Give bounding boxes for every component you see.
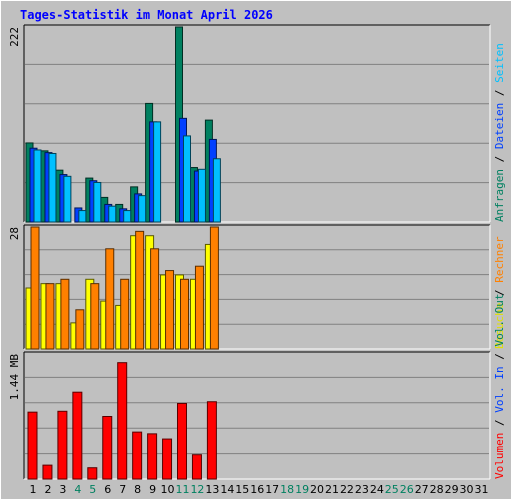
x-tick-day-26: 26 xyxy=(400,483,414,496)
bar-volumen-day-11 xyxy=(177,402,187,480)
y-max-label-volume: 1.44 MB xyxy=(8,354,21,401)
chart-title: Tages-Statistik im Monat April 2026 xyxy=(20,8,273,22)
x-tick-day-23: 23 xyxy=(355,483,369,496)
x-tick-day-6: 6 xyxy=(104,483,111,496)
legend-entry: Vol. In xyxy=(493,366,506,412)
legend-entry: / xyxy=(493,283,506,303)
x-tick-day-19: 19 xyxy=(295,483,309,496)
x-tick-day-5: 5 xyxy=(89,483,96,496)
legend-entry: Seiten xyxy=(493,43,506,83)
y-max-label-requests: 222 xyxy=(8,27,21,47)
legend-volume: Volumen / Vol. In / Vol. Out xyxy=(493,294,506,479)
x-tick-day-18: 18 xyxy=(280,483,294,496)
bar-rechner-day-4 xyxy=(75,309,85,350)
panels: 222 Anfragen / Dateien / Seiten 28 Besuche … xyxy=(8,24,506,480)
bar-seiten-day-12 xyxy=(197,168,206,223)
x-tick-day-4: 4 xyxy=(74,483,81,496)
bar-volumen-day-4 xyxy=(72,391,83,480)
bar-volumen-day-6 xyxy=(102,416,113,480)
legend-requests: Anfragen / Dateien / Seiten xyxy=(493,43,506,222)
bar-rechner-day-11 xyxy=(180,278,189,350)
bar-rechner-day-8 xyxy=(135,230,145,350)
legend-entry: Anfragen xyxy=(493,169,506,222)
legend-entry: Rechner xyxy=(493,236,506,283)
bar-volumen-day-2 xyxy=(42,464,53,480)
bar-volumen-day-8 xyxy=(132,431,143,480)
bar-seiten-day-7 xyxy=(123,210,132,223)
bar-rechner-day-7 xyxy=(120,278,130,350)
legend-entry: Volumen xyxy=(493,433,506,479)
bar-volumen-day-9 xyxy=(147,433,158,480)
x-tick-day-24: 24 xyxy=(370,483,384,496)
legend-entry: / xyxy=(493,83,506,103)
plot-area-volume xyxy=(24,352,490,479)
x-tick-day-27: 27 xyxy=(415,483,429,496)
bar-volumen-day-5 xyxy=(87,467,98,480)
x-axis: 1 2 3 4 5 6 7 8 9 10 11 12 13 14 15 16 17 18 19 20 21 22 23 24 2… xyxy=(30,483,489,496)
x-tick-day-14: 14 xyxy=(220,483,234,496)
bar-seiten-day-13 xyxy=(212,158,221,223)
x-tick-day-9: 9 xyxy=(149,483,156,496)
bar-rechner-day-3 xyxy=(60,278,70,350)
bar-volumen-day-13 xyxy=(206,401,217,480)
x-tick-day-12: 12 xyxy=(190,483,204,496)
x-tick-day-8: 8 xyxy=(134,483,141,496)
x-tick-day-17: 17 xyxy=(265,483,279,496)
x-tick-day-1: 1 xyxy=(30,483,37,496)
panel-volume: 1.44 MB Volumen / Vol. In / Vol. Out xyxy=(8,294,506,480)
legend-entry: Vol. Out xyxy=(493,294,506,347)
legend-entry: / xyxy=(493,149,506,169)
x-tick-day-31: 31 xyxy=(475,483,489,496)
plot-area-requests xyxy=(24,25,490,222)
bar-rechner-day-13 xyxy=(209,226,219,350)
bar-seiten-day-9 xyxy=(153,121,162,223)
x-tick-day-29: 29 xyxy=(445,483,459,496)
x-tick-day-2: 2 xyxy=(44,483,51,496)
x-tick-day-21: 21 xyxy=(325,483,339,496)
bar-seiten-day-11 xyxy=(183,135,191,223)
bar-rechner-day-1 xyxy=(30,226,40,350)
y-max-label-visits: 28 xyxy=(8,227,21,240)
x-tick-day-20: 20 xyxy=(310,483,324,496)
bar-volumen-day-3 xyxy=(57,410,68,480)
bar-rechner-day-12 xyxy=(194,265,204,350)
x-tick-day-10: 10 xyxy=(161,483,175,496)
legend-entry: Dateien xyxy=(493,103,506,149)
x-tick-day-3: 3 xyxy=(59,483,66,496)
x-tick-day-11: 11 xyxy=(176,483,190,496)
x-tick-day-13: 13 xyxy=(205,483,219,496)
bar-seiten-day-4 xyxy=(78,210,87,223)
legend-visits: Besuche / Rechner xyxy=(493,236,506,349)
bar-rechner-day-2 xyxy=(45,283,55,350)
bar-seiten-day-8 xyxy=(138,195,147,223)
bar-volumen-day-10 xyxy=(162,438,173,480)
x-tick-day-15: 15 xyxy=(235,483,249,496)
bar-rechner-day-5 xyxy=(90,283,100,350)
bar-rechner-day-6 xyxy=(105,248,115,350)
x-tick-day-7: 7 xyxy=(119,483,126,496)
bar-seiten-day-2 xyxy=(48,152,57,223)
bar-seiten-day-1 xyxy=(33,149,42,223)
legend-entry: / xyxy=(493,347,506,367)
bar-volumen-day-7 xyxy=(117,362,128,480)
bar-volumen-day-1 xyxy=(27,411,38,480)
x-tick-day-22: 22 xyxy=(340,483,354,496)
bar-volumen-day-12 xyxy=(191,454,202,480)
x-tick-day-25: 25 xyxy=(385,483,399,496)
panel-requests: 222 Anfragen / Dateien / Seiten xyxy=(8,24,506,223)
bar-seiten-day-5 xyxy=(93,181,102,223)
legend-entry: / xyxy=(493,413,506,433)
x-tick-day-16: 16 xyxy=(250,483,264,496)
bar-seiten-day-3 xyxy=(63,175,72,223)
bar-rechner-day-9 xyxy=(150,248,160,350)
bar-seiten-day-6 xyxy=(108,205,117,223)
legend-entry: Besuche xyxy=(493,303,506,349)
x-tick-day-28: 28 xyxy=(430,483,444,496)
panel-visits: 28 Besuche / Rechner xyxy=(8,224,506,350)
bar-rechner-day-10 xyxy=(165,270,175,350)
x-tick-day-30: 30 xyxy=(460,483,474,496)
